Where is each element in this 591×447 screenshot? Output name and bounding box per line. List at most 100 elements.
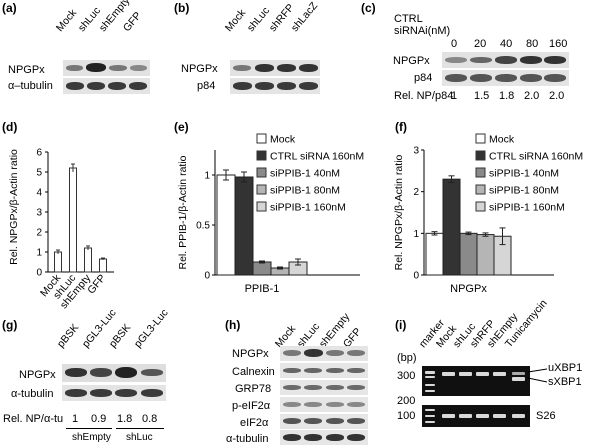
- row-label: p84: [414, 72, 433, 84]
- dose-label: 80: [526, 38, 539, 50]
- lane-label: pBSK: [54, 321, 82, 350]
- y-tick-label: 0: [204, 271, 210, 282]
- row-label: NPGPx: [232, 348, 269, 360]
- header: CTRL: [394, 13, 423, 25]
- bar: [84, 247, 92, 273]
- band-label: S26: [536, 410, 556, 422]
- marker-label: 300: [397, 370, 416, 382]
- legend-swatch: [256, 150, 267, 161]
- panel-i-label: (i): [395, 318, 407, 332]
- lane-label: pBSK: [106, 321, 134, 350]
- legend-swatch: [475, 133, 486, 144]
- legend-swatch: [256, 184, 267, 195]
- gel-s26: [422, 405, 530, 427]
- blot-row: [280, 397, 368, 412]
- bar: [425, 232, 444, 276]
- legend-swatch: [475, 150, 486, 161]
- row-label: α-tubulin: [226, 433, 269, 445]
- row-label: NPGPx: [19, 369, 56, 381]
- bar: [99, 258, 107, 273]
- y-tick-label: 3: [413, 146, 419, 157]
- row-label: NPGPx: [393, 55, 430, 67]
- panel-h-label: (h): [225, 318, 241, 332]
- lane-label: shLuc: [244, 4, 273, 34]
- legend-swatch: [256, 201, 267, 212]
- blot-npgpx: [230, 60, 320, 76]
- row-label: p-eIF2α: [232, 400, 271, 412]
- blot-row: [280, 414, 368, 429]
- panel-g-label: (g): [2, 318, 18, 332]
- chart-e: 0 0.5 1 Rel. PPIB-1/β-Actin ratio PPIB-1 Mock…: [177, 133, 364, 295]
- y-tick-label: 2: [413, 187, 419, 198]
- ratio-label: Rel. NP/p84: [394, 90, 454, 102]
- chart-f: 0 1 2 3 Rel. NPGPx/β-Actin ratio NPGPx Mock CTR…: [393, 133, 583, 295]
- gel-xbp1: [422, 366, 530, 396]
- x-tick-label: GFP: [85, 272, 108, 296]
- ratio-value: 2.0: [549, 90, 565, 102]
- ratio-value: 2.0: [524, 90, 540, 102]
- dose-label: 40: [500, 38, 513, 50]
- lane-label: shLacZ: [288, 0, 321, 35]
- blot-row: [280, 363, 368, 378]
- row-label: NPGPx: [8, 64, 45, 76]
- dose-label: 160: [549, 38, 568, 50]
- row-label: GRP78: [235, 383, 272, 395]
- group-label: shLuc: [126, 432, 153, 443]
- lane-label: GFP: [120, 9, 144, 34]
- legend-label: siPPIB-1 40nM: [270, 168, 340, 180]
- legend-label: siPPIB-1 80nM: [489, 185, 559, 197]
- blot-npgpx: [442, 52, 569, 68]
- bar: [252, 261, 272, 276]
- blot-tubulin: [63, 78, 150, 94]
- panel-e-label: (e): [174, 120, 189, 134]
- y-tick-label: 1: [36, 248, 42, 259]
- ratio-value: 1.8: [499, 90, 515, 102]
- row-label: α–tubulin: [8, 80, 53, 92]
- y-axis-title: Rel. NPGPx/β-Actin ratio: [8, 149, 20, 265]
- band-label: uXBP1: [548, 362, 583, 374]
- y-tick-label: 2: [36, 228, 42, 239]
- legend-label: Mock: [489, 134, 515, 146]
- y-tick-label: 6: [36, 148, 42, 159]
- y-tick-label: 0.5: [196, 221, 210, 232]
- legend-label: CTRL siRNA 160nM: [489, 151, 583, 163]
- bar: [476, 234, 495, 276]
- blot-row: [280, 346, 368, 361]
- band-label: sXBP1: [548, 376, 582, 388]
- legend-swatch: [475, 167, 486, 178]
- legend-swatch: [475, 201, 486, 212]
- dose-label: 20: [474, 38, 487, 50]
- blot-p84: [230, 78, 320, 94]
- unit-label: (bp): [397, 352, 417, 364]
- lane-label: shLuc: [75, 4, 104, 34]
- legend-label: siPPIB-1 40nM: [489, 168, 559, 180]
- bar: [459, 232, 478, 276]
- legend-swatch: [256, 133, 267, 144]
- y-tick-label: 4: [36, 188, 42, 199]
- bar: [234, 176, 254, 276]
- ratio-value: 1.5: [474, 90, 490, 102]
- y-tick-label: 3: [36, 208, 42, 219]
- ratio-value: 1: [451, 90, 458, 102]
- blot-row: [280, 430, 368, 445]
- ratio-value: 0.9: [91, 413, 107, 425]
- row-label: p84: [197, 80, 216, 92]
- marker-label: 100: [397, 410, 416, 422]
- group-bracket: [116, 428, 164, 429]
- bar: [442, 178, 461, 276]
- panel-a-label: (a): [2, 1, 17, 15]
- legend-swatch: [475, 184, 486, 195]
- ratio-value: 1: [72, 413, 79, 425]
- row-label: NPGPx: [181, 63, 218, 75]
- y-tick-label: 0: [36, 268, 42, 279]
- blot-npgpx: [63, 60, 150, 76]
- ratio-value: 0.8: [142, 413, 158, 425]
- lane-label: Mock: [222, 7, 249, 34]
- panel-c-label: (c): [361, 1, 376, 15]
- legend-label: Mock: [270, 134, 296, 146]
- legend-swatch: [256, 167, 267, 178]
- blot-row: [280, 380, 368, 395]
- legend-label: siPPIB-1 80nM: [270, 185, 340, 197]
- group-bracket: [66, 428, 112, 429]
- legend-label: CTRL siRNA 160nM: [270, 151, 364, 163]
